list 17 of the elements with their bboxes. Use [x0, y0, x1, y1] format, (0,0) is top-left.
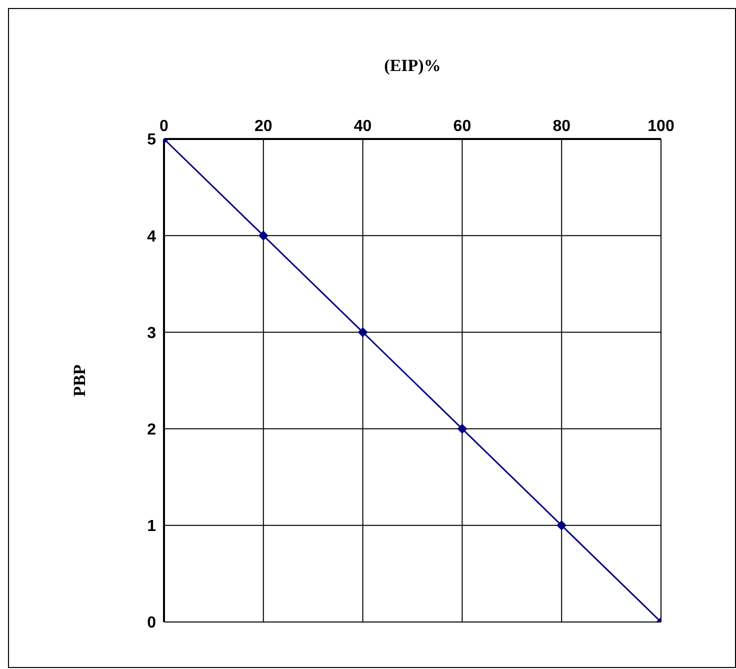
y-tick-label: 2 — [147, 421, 156, 438]
y-axis-title: PBP — [70, 364, 90, 397]
x-tick-label: 40 — [354, 118, 372, 135]
x-tick-label: 100 — [648, 118, 674, 135]
x-tick-label: 0 — [160, 118, 169, 135]
y-tick-label: 3 — [147, 324, 156, 342]
y-tick-label: 1 — [147, 518, 156, 536]
y-tick-label: 0 — [147, 614, 156, 632]
point — [457, 424, 468, 434]
x-tick-label: 60 — [453, 118, 472, 135]
x-axis-title: (EIP)% — [384, 56, 441, 76]
x-tick-label: 20 — [254, 118, 272, 135]
line-series — [164, 139, 661, 622]
point — [358, 327, 368, 338]
x-tick-label: 80 — [552, 118, 571, 135]
y-tick-label: 5 — [147, 132, 156, 149]
y-tick-label: 4 — [147, 228, 156, 246]
